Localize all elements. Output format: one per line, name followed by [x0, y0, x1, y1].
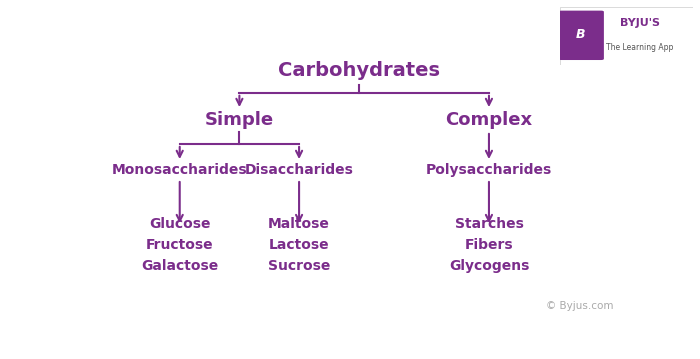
Text: Carbohydrates: Carbohydrates — [278, 61, 440, 80]
Text: © Byjus.com: © Byjus.com — [546, 301, 614, 311]
Text: Disaccharides: Disaccharides — [244, 163, 354, 177]
Text: BYJU'S: BYJU'S — [620, 18, 660, 28]
Text: Glucose
Fructose
Galactose: Glucose Fructose Galactose — [141, 217, 218, 273]
FancyBboxPatch shape — [559, 11, 604, 60]
Text: B: B — [576, 28, 585, 41]
Text: Complex: Complex — [445, 112, 533, 130]
Text: Polysaccharides: Polysaccharides — [426, 163, 552, 177]
Text: The Learning App: The Learning App — [606, 43, 673, 52]
Text: Monosaccharides: Monosaccharides — [112, 163, 248, 177]
Text: Starches
Fibers
Glycogens: Starches Fibers Glycogens — [449, 217, 529, 273]
FancyBboxPatch shape — [560, 7, 693, 65]
Text: Simple: Simple — [205, 112, 274, 130]
Text: Maltose
Lactose
Sucrose: Maltose Lactose Sucrose — [268, 217, 330, 273]
